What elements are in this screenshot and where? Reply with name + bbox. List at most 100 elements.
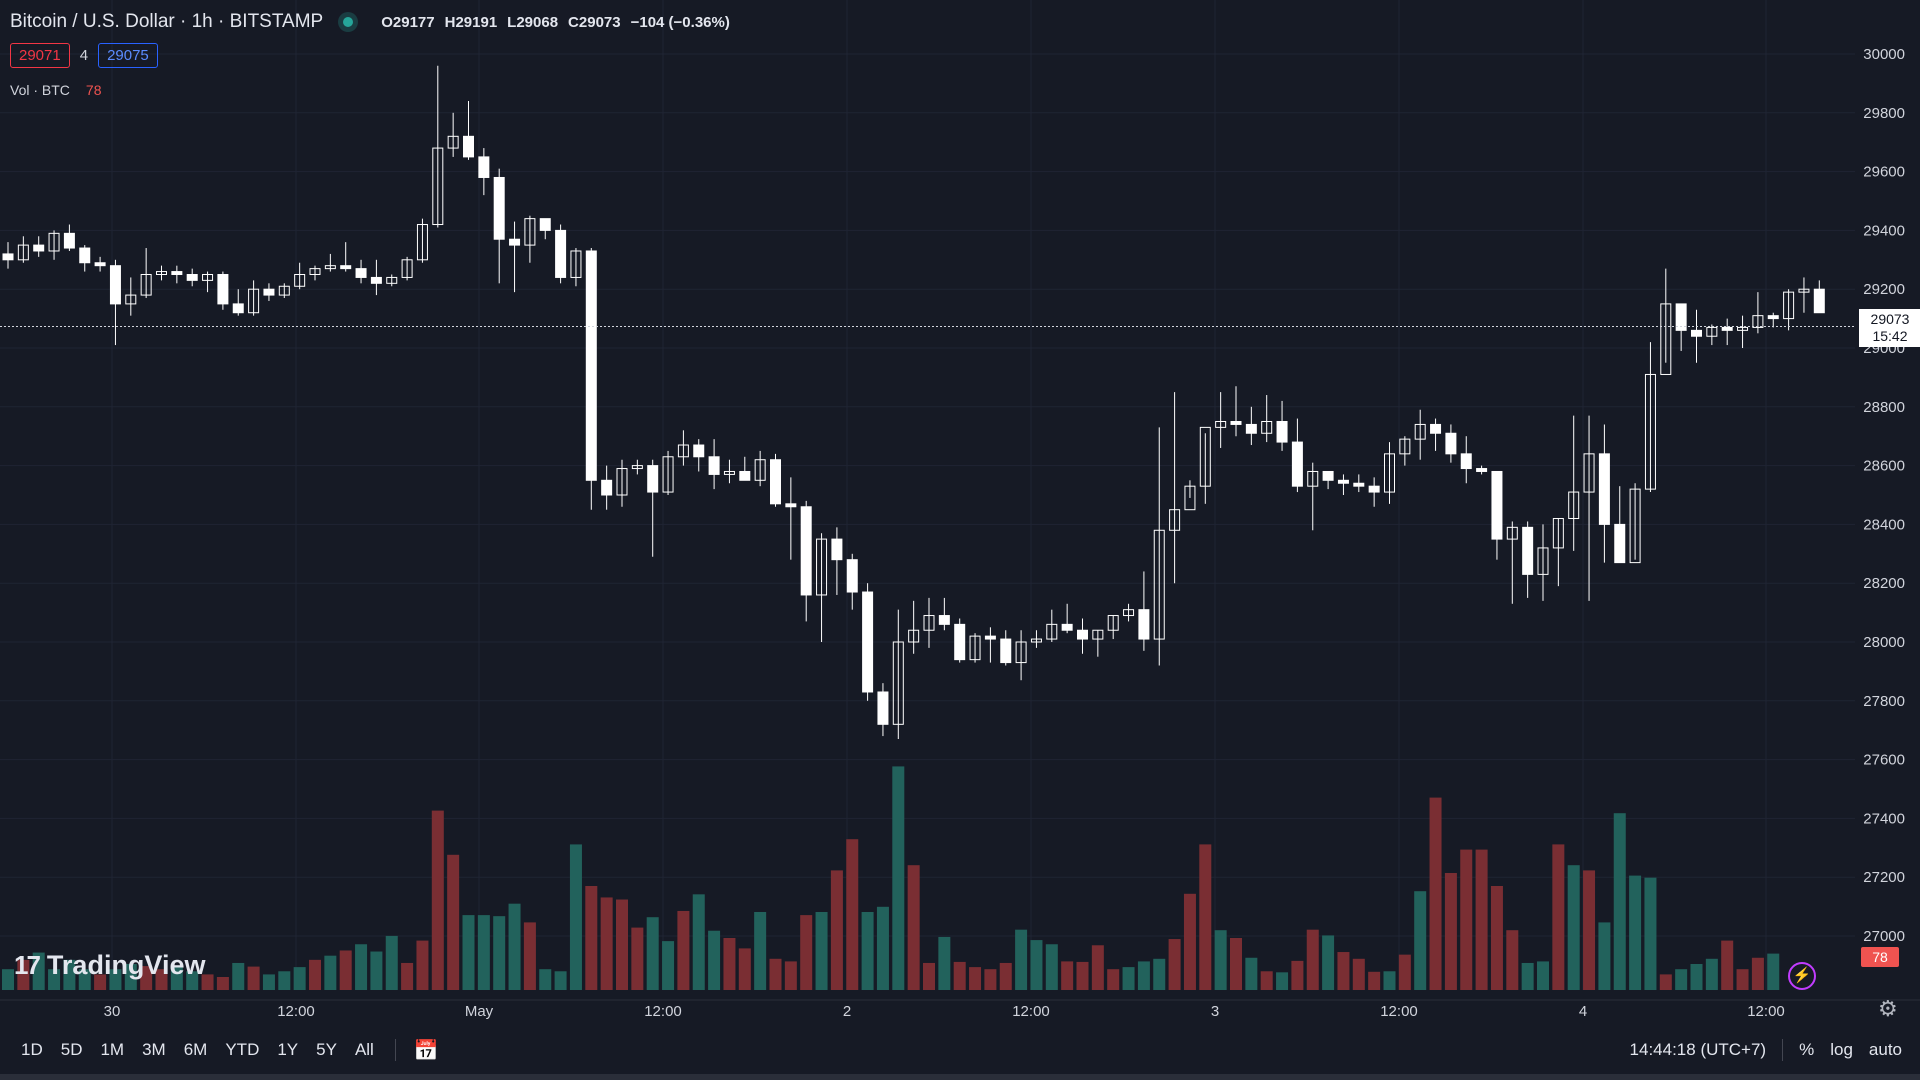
time-tick-label: 4 bbox=[1579, 1003, 1587, 1020]
candle-body bbox=[1030, 638, 1042, 643]
volume-bar bbox=[1751, 957, 1764, 990]
volume-bar bbox=[1199, 844, 1212, 990]
range-all-button[interactable]: All bbox=[354, 1040, 374, 1059]
volume-bar bbox=[800, 915, 813, 990]
change-value: −104 (−0.36%) bbox=[630, 13, 730, 31]
tradingview-wordmark: TradingView bbox=[46, 950, 206, 980]
current-price-label: 29073 15:42 bbox=[1859, 308, 1920, 347]
time-axis: 30 12:00 May 12:00 2 12:00 3 12:00 4 12:00 bbox=[0, 999, 1920, 1020]
volume-bar bbox=[1091, 945, 1104, 990]
candle-body bbox=[770, 459, 781, 505]
candle-body bbox=[1261, 421, 1273, 434]
sell-button[interactable]: 29071 bbox=[10, 43, 70, 68]
time-tick-label: 12:00 bbox=[644, 1003, 682, 1020]
volume-bar bbox=[401, 962, 414, 990]
gear-icon[interactable]: ⚙ bbox=[1878, 996, 1898, 1021]
candle-body bbox=[370, 276, 382, 284]
volume-bar bbox=[262, 974, 275, 990]
volume-bar bbox=[477, 915, 490, 990]
calendar-goto-icon[interactable]: 📅 bbox=[413, 1039, 439, 1062]
volume-bar bbox=[892, 766, 905, 990]
percent-toggle[interactable]: % bbox=[1799, 1040, 1815, 1059]
range-1d-button[interactable]: 1D bbox=[21, 1040, 43, 1059]
volume-bar bbox=[1629, 875, 1642, 990]
candle-body bbox=[17, 244, 29, 261]
time-tick-label: May bbox=[465, 1003, 494, 1020]
volume-bar bbox=[1045, 944, 1058, 990]
volume-bar bbox=[969, 967, 982, 990]
volume-bar bbox=[1352, 958, 1365, 990]
price-tick-label: 27000 bbox=[1863, 928, 1905, 945]
volume-legend[interactable]: Vol · BTC 78 bbox=[10, 82, 101, 98]
open-value: O29177 bbox=[381, 13, 435, 31]
lightning-icon[interactable]: ⚡ bbox=[1788, 962, 1816, 990]
spread-value: 4 bbox=[79, 47, 89, 64]
buy-sell-quotes: 29071 4 29075 bbox=[10, 43, 158, 68]
volume-bar bbox=[738, 948, 751, 990]
volume-label: Vol · BTC bbox=[10, 82, 70, 98]
candle-body bbox=[1077, 629, 1088, 640]
volume-bar bbox=[109, 969, 122, 990]
range-6m-button[interactable]: 6M bbox=[183, 1040, 208, 1059]
candle-body bbox=[386, 276, 398, 284]
volume-bar bbox=[1245, 957, 1258, 990]
volume-bar bbox=[1383, 971, 1396, 990]
candle-body bbox=[1291, 441, 1303, 487]
range-5d-button[interactable]: 5D bbox=[60, 1040, 83, 1059]
candle-body bbox=[1107, 615, 1119, 631]
candle-body bbox=[1552, 518, 1564, 549]
price-tick-label: 27800 bbox=[1863, 693, 1905, 710]
price-tick-label: 28400 bbox=[1863, 516, 1905, 533]
candle-body bbox=[1384, 453, 1395, 493]
candle-body bbox=[1752, 315, 1764, 328]
candle-body bbox=[447, 135, 459, 149]
range-1m-button[interactable]: 1M bbox=[100, 1040, 125, 1059]
range-ytd-button[interactable]: YTD bbox=[225, 1040, 260, 1059]
candle-body bbox=[754, 459, 766, 481]
range-5y-button[interactable]: 5Y bbox=[316, 1040, 337, 1059]
volume-bar bbox=[324, 955, 337, 990]
candle-body bbox=[1737, 326, 1749, 331]
volume-bar bbox=[431, 810, 444, 990]
symbol-title[interactable]: Bitcoin / U.S. Dollar · 1h · BITSTAMP bbox=[10, 11, 324, 32]
candle-body bbox=[862, 591, 874, 693]
range-1y-button[interactable]: 1Y bbox=[277, 1040, 299, 1059]
log-toggle[interactable]: log bbox=[1830, 1040, 1853, 1059]
price-tick-label: 28800 bbox=[1863, 399, 1905, 416]
range-3m-button[interactable]: 3M bbox=[142, 1040, 166, 1059]
candle-body bbox=[1629, 488, 1641, 564]
volume-bar bbox=[1475, 849, 1488, 990]
volume-bar bbox=[1368, 971, 1381, 990]
clock-timezone[interactable]: 14:44:18 (UTC+7) bbox=[1629, 1040, 1767, 1059]
volume-bar bbox=[216, 977, 229, 990]
volume-bar bbox=[232, 962, 245, 990]
candle-body bbox=[601, 479, 613, 496]
volume-bar bbox=[662, 941, 675, 990]
candle-body bbox=[555, 229, 567, 278]
price-tick-label: 29200 bbox=[1863, 281, 1905, 298]
auto-toggle[interactable]: auto bbox=[1868, 1040, 1902, 1059]
candle-body bbox=[1276, 421, 1288, 443]
price-tick-label: 30000 bbox=[1863, 46, 1905, 63]
volume-bar bbox=[784, 961, 797, 990]
volume-bar bbox=[585, 886, 598, 990]
time-tick-label: 2 bbox=[843, 1003, 851, 1020]
volume-bar bbox=[1567, 865, 1580, 990]
volume-bar bbox=[708, 930, 721, 990]
volume-bar bbox=[1552, 844, 1565, 990]
candle-body bbox=[156, 271, 167, 275]
volume-bar bbox=[953, 961, 966, 990]
tradingview-logo[interactable]: 17 TradingView bbox=[14, 950, 205, 981]
candle-body bbox=[232, 303, 244, 314]
bar-countdown: 15:42 bbox=[1872, 327, 1908, 344]
candle-body bbox=[125, 294, 137, 305]
price-chart[interactable]: 27000 27200 27400 27600 27800 28000 28200 28400… bbox=[0, 0, 1920, 1030]
candle-body bbox=[1337, 479, 1349, 484]
toolbar-divider bbox=[394, 1039, 396, 1061]
candle-body bbox=[401, 259, 413, 278]
volume-bar bbox=[1537, 961, 1549, 990]
candle-body bbox=[171, 271, 183, 275]
buy-button[interactable]: 29075 bbox=[98, 43, 158, 68]
chart-grid bbox=[0, 0, 1855, 990]
candle-body bbox=[1322, 470, 1334, 481]
